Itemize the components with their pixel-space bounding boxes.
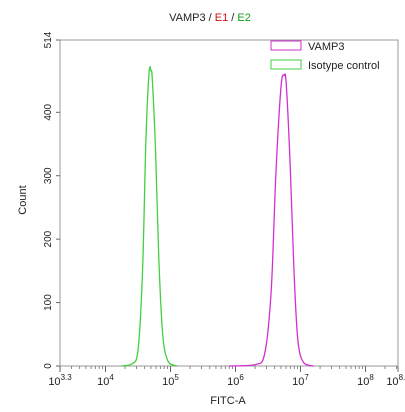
y-axis-label: Count — [17, 185, 29, 214]
title-part: E1 — [215, 12, 228, 24]
x-tick-exponent: 5 — [174, 373, 179, 382]
y-axis: 0 100 200 300 400 514 — [43, 31, 60, 369]
y-tick-label: 200 — [43, 230, 54, 247]
y-tick-label: 514 — [43, 31, 54, 48]
x-tick-label: 105 — [162, 373, 179, 388]
legend-label: Isotype control — [308, 60, 380, 72]
x-axis-label: FITC-A — [210, 395, 246, 407]
x-tick-base: 10 — [162, 376, 174, 388]
x-tick-exponent: 8 — [369, 373, 374, 382]
series-lines — [121, 66, 314, 367]
x-tick-label: 104 — [97, 373, 114, 388]
x-tick-label: 108 — [357, 373, 374, 388]
title-part: E2 — [237, 12, 250, 24]
x-tick-label: 103.3 — [48, 373, 72, 388]
legend: VAMP3 Isotype control — [270, 40, 380, 72]
series-line — [121, 66, 178, 367]
x-tick-exponent: 3.3 — [61, 373, 73, 382]
x-tick-exponent: 4 — [109, 373, 114, 382]
x-tick-exponent: 6 — [239, 373, 244, 382]
title-part: VAMP3 — [169, 12, 205, 24]
x-tick-label: 107 — [292, 373, 309, 388]
x-tick-base: 10 — [48, 376, 60, 388]
y-tick-label: 100 — [43, 294, 54, 311]
chart-title: VAMP3 / E1 / E2 — [169, 12, 251, 24]
x-tick-exponent: 7 — [304, 373, 309, 382]
legend-swatch — [270, 59, 302, 70]
x-tick-base: 10 — [227, 376, 239, 388]
series-line — [228, 73, 314, 367]
x-tick-base: 10 — [97, 376, 109, 388]
title-part: / — [228, 12, 237, 24]
legend-swatch — [270, 40, 302, 51]
x-tick-label: 108.5 — [386, 373, 405, 388]
y-tick-label: 300 — [43, 167, 54, 184]
x-tick-exponent: 8.5 — [399, 373, 405, 382]
plot-frame — [59, 39, 399, 367]
y-tick-label: 400 — [43, 104, 54, 121]
y-tick-label: 0 — [43, 363, 54, 369]
x-tick-base: 10 — [292, 376, 304, 388]
x-tick-label: 106 — [227, 373, 244, 388]
title-part: / — [206, 12, 215, 24]
legend-label: VAMP3 — [308, 41, 344, 53]
x-tick-base: 10 — [357, 376, 369, 388]
x-tick-base: 10 — [386, 376, 398, 388]
